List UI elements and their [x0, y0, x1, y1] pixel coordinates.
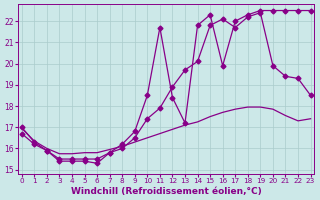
X-axis label: Windchill (Refroidissement éolien,°C): Windchill (Refroidissement éolien,°C) [71, 187, 261, 196]
